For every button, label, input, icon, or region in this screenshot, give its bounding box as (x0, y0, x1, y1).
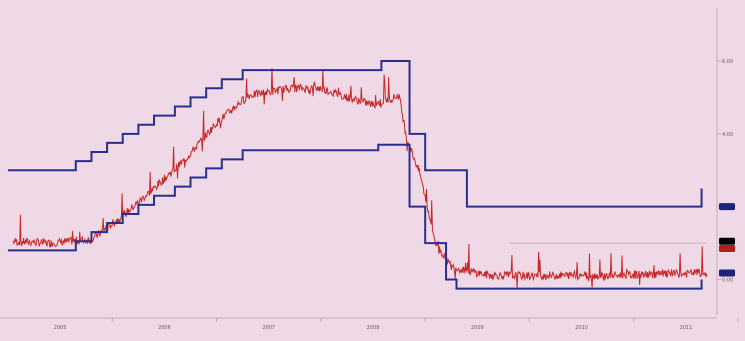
y-tick-label: 4.00 (722, 132, 733, 138)
band-line-1 (8, 59, 703, 208)
x-tick-label: 2005 (54, 325, 67, 331)
value-tag-0 (719, 203, 735, 211)
x-tick-label: 2008 (367, 325, 380, 331)
value-tag-2 (719, 245, 735, 253)
right-value-tags (719, 203, 735, 277)
band-line-2 (8, 143, 703, 290)
x-tick-label: 2006 (158, 325, 171, 331)
x-axis-ticks: 2005 2006 2007 2008 2009 2010 2011 (54, 318, 739, 331)
x-tick-label: 2010 (575, 325, 588, 331)
x-tick-label: 2007 (262, 325, 275, 331)
series-group (8, 59, 708, 290)
y-tick-label: 6.00 (722, 59, 733, 65)
value-tag-1 (719, 237, 735, 245)
x-tick-label: 2011 (680, 325, 693, 331)
value-tag-3 (719, 269, 735, 277)
y-tick-label: 0.00 (722, 278, 733, 284)
x-tick-label: 2009 (471, 325, 484, 331)
price-line (12, 68, 708, 288)
